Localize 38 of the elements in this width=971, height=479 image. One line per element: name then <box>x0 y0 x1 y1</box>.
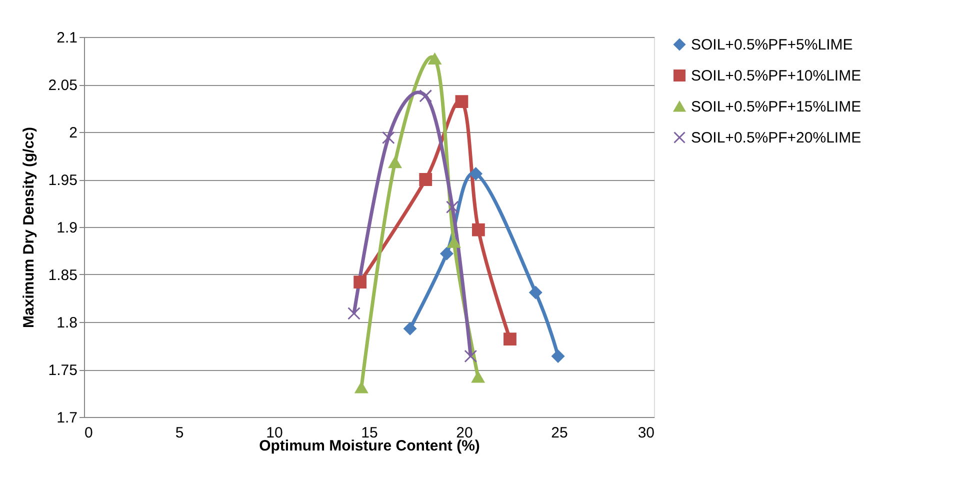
x-tick-label: 5 <box>175 424 184 442</box>
point <box>472 371 485 383</box>
point <box>419 173 432 186</box>
y-tick-label: 1.8 <box>56 314 78 332</box>
point <box>354 382 368 394</box>
y-tick-label: 1.95 <box>48 172 78 189</box>
point <box>428 53 442 65</box>
point <box>404 322 416 336</box>
point <box>552 350 564 363</box>
point <box>419 89 432 102</box>
point <box>348 307 360 320</box>
point <box>388 156 402 168</box>
x-tick-label: 25 <box>551 424 568 442</box>
legend-label: SOIL+0.5%PF+10%LIME <box>691 68 862 84</box>
point <box>464 350 478 363</box>
legend-label: SOIL+0.5%PF+20%LIME <box>691 130 862 146</box>
point <box>472 223 485 236</box>
point <box>382 131 395 144</box>
legend-label: SOIL+0.5%PF+5%LIME <box>691 36 853 54</box>
y-tick-label: 1.7 <box>56 410 78 426</box>
y-tick-label: 2 <box>69 124 78 142</box>
y-tick-label: 2.05 <box>48 77 78 94</box>
y-tick-label: 2.1 <box>56 30 78 46</box>
y-tick-label: 1.9 <box>56 220 78 236</box>
legend-label: SOIL+0.5%PF+15%LIME <box>691 98 862 116</box>
x-tick-label: 0 <box>84 424 93 442</box>
point <box>447 236 460 248</box>
point <box>469 167 482 180</box>
y-tick-label: 1.75 <box>48 362 78 379</box>
point <box>504 332 516 346</box>
point <box>529 286 542 299</box>
point <box>354 276 367 289</box>
y-tick-label: 1.85 <box>48 267 78 284</box>
point <box>455 95 468 108</box>
point <box>440 247 454 260</box>
point <box>446 200 459 214</box>
y-axis-title: Maximum Dry Density (g/cc) <box>20 127 38 328</box>
x-tick-label: 30 <box>638 424 654 442</box>
